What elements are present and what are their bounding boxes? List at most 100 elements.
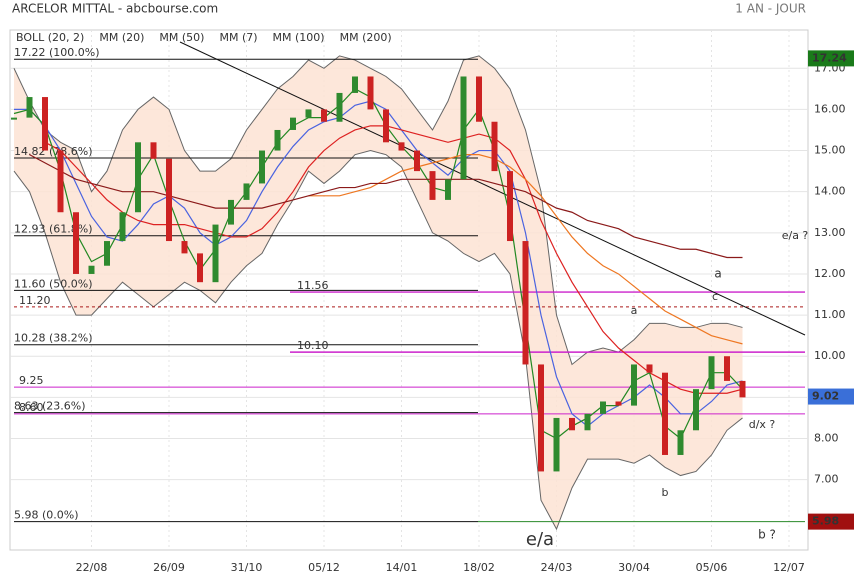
price-bar [367, 76, 374, 110]
price-bar [181, 241, 188, 254]
legend-entry: BOLL (20, 2) [16, 31, 84, 44]
price-bar [290, 117, 296, 130]
price-bar [42, 97, 48, 151]
price-bar [104, 241, 110, 266]
price-bar [336, 92, 343, 122]
price-bar [708, 356, 715, 390]
price-bar [228, 199, 234, 225]
x-tick-label: 22/08 [76, 561, 108, 574]
price-bar [243, 183, 250, 200]
x-tick-label: 24/03 [541, 561, 573, 574]
moving-average [29, 154, 743, 259]
price-badge-label: 17.24 [812, 51, 847, 64]
x-tick-label: 05/06 [696, 561, 728, 574]
legend-entry: MM (7) [219, 31, 257, 44]
x-tick-label: 31/10 [231, 561, 263, 574]
price-bar [662, 372, 668, 455]
x-tick-label: 18/02 [463, 561, 495, 574]
wave-label: e/a ? [782, 229, 809, 242]
level-label: 10.10 [297, 339, 329, 352]
price-badge [808, 50, 854, 67]
price-bar [88, 265, 95, 274]
price-bar [631, 364, 637, 406]
bollinger-lower [13, 150, 743, 531]
price-bar [724, 356, 730, 381]
price-bar [197, 253, 203, 283]
wave-label: e/a [526, 529, 554, 550]
level-label: 11.56 [297, 279, 329, 292]
legend-entry: MM (50) [159, 31, 204, 44]
price-bar [677, 430, 684, 455]
price-bar [11, 117, 17, 120]
wave-label: a [714, 267, 721, 281]
price-bar [553, 417, 560, 472]
price-badge [808, 388, 854, 405]
price-badge [808, 513, 854, 530]
price-bar [739, 380, 746, 398]
y-tick-label: 16.00 [814, 102, 846, 115]
level-label: 8.60 [19, 401, 44, 414]
y-tick-label: 14.00 [814, 185, 846, 198]
fib-label: 12.93 (61.8%) [14, 223, 93, 236]
x-tick-label: 12/07 [773, 561, 805, 574]
legend-entry: MM (200) [340, 31, 392, 44]
chart-title: ARCELOR MITTAL - abcbourse.com [12, 2, 218, 16]
price-bar [445, 179, 451, 200]
y-tick-label: 8.00 [814, 432, 839, 445]
wave-label: b ? [758, 528, 776, 542]
price-bar [569, 417, 575, 431]
price-bar [460, 76, 467, 180]
price-badge-label: 9.02 [812, 390, 839, 403]
price-bar [26, 97, 33, 118]
legend-entry: MM (100) [273, 31, 325, 44]
price-bar [383, 109, 389, 143]
wave-label: b [662, 486, 669, 499]
x-tick-label: 14/01 [386, 561, 418, 574]
fib-label: 5.98 (0.0%) [14, 509, 79, 522]
fib-label: 17.22 (100.0%) [14, 46, 100, 59]
level-label: 9.25 [19, 374, 44, 387]
price-bar [522, 241, 529, 365]
price-bar [476, 76, 482, 122]
price-bar [135, 142, 141, 213]
fib-label: 11.60 (50.0%) [14, 277, 93, 290]
price-bar [150, 142, 157, 159]
wave-label: d/x ? [749, 418, 776, 431]
price-bar [321, 109, 327, 122]
y-tick-label: 7.00 [814, 473, 839, 486]
moving-average [308, 154, 743, 345]
price-bar [166, 158, 172, 242]
bollinger-area [14, 55, 743, 530]
fib-label: 10.28 (38.2%) [14, 332, 93, 345]
price-bar [538, 364, 544, 472]
price-badge-label: 5.98 [812, 515, 839, 528]
price-bar [414, 150, 420, 172]
y-tick-label: 10.00 [814, 349, 846, 362]
price-bar [429, 171, 436, 200]
trend-line [179, 41, 806, 336]
y-tick-label: 11.00 [814, 308, 846, 321]
chart-subtitle: 1 AN - JOUR [735, 2, 806, 16]
price-bar [646, 364, 653, 373]
price-bar [507, 171, 513, 242]
price-bar [398, 142, 405, 151]
price-bar [491, 121, 498, 172]
x-tick-label: 05/12 [308, 561, 340, 574]
price-bar [305, 109, 312, 118]
price-bar [600, 401, 606, 414]
fib-label: 8.63 (23.6%) [14, 400, 86, 413]
y-tick-label: 15.00 [814, 144, 846, 157]
x-tick-label: 30/04 [618, 561, 650, 574]
price-bar [73, 212, 79, 274]
price-bar [259, 150, 265, 184]
y-tick-label: 12.00 [814, 267, 846, 280]
price-bar [212, 224, 219, 283]
price-bar [615, 401, 622, 406]
x-tick-label: 26/09 [153, 561, 185, 574]
price-bar [119, 212, 126, 242]
legend-entry: MM (20) [99, 31, 144, 44]
level-label: 11.20 [19, 294, 51, 307]
price-bar [584, 413, 591, 431]
